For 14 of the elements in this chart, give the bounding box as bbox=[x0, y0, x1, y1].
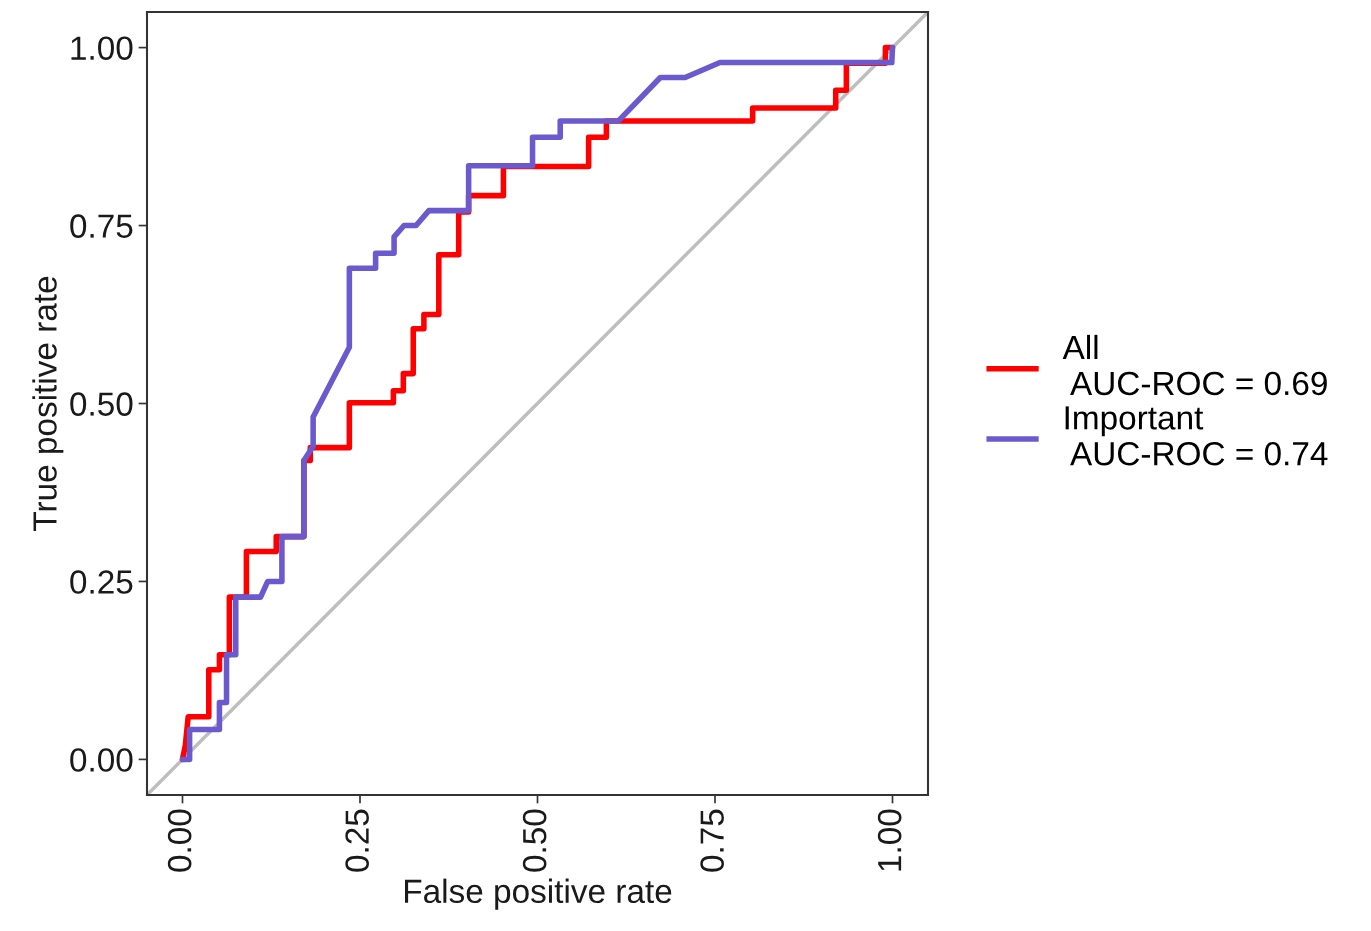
x-tick-label: 0.25 bbox=[345, 809, 369, 872]
x-tick-label: 0.50 bbox=[522, 809, 547, 872]
y-tick-label: 0.25 bbox=[70, 570, 133, 594]
x-tick-label: 0.75 bbox=[700, 809, 724, 872]
y-tick-label: 0.75 bbox=[70, 214, 133, 238]
y-axis-title: True positive rate bbox=[32, 276, 64, 531]
x-axis-title: False positive rate bbox=[405, 878, 672, 910]
y-tick-label: 1.00 bbox=[71, 36, 133, 60]
x-tick-label: 0.00 bbox=[167, 809, 192, 872]
legend-label: All AUC-ROC = 0.69 bbox=[1062, 334, 1327, 396]
y-tick-label: 0.50 bbox=[70, 392, 133, 416]
legend-label: Important AUC-ROC = 0.74 bbox=[1065, 406, 1328, 466]
x-tick-label: 1.00 bbox=[877, 809, 902, 871]
y-tick-label: 0.00 bbox=[70, 748, 133, 772]
